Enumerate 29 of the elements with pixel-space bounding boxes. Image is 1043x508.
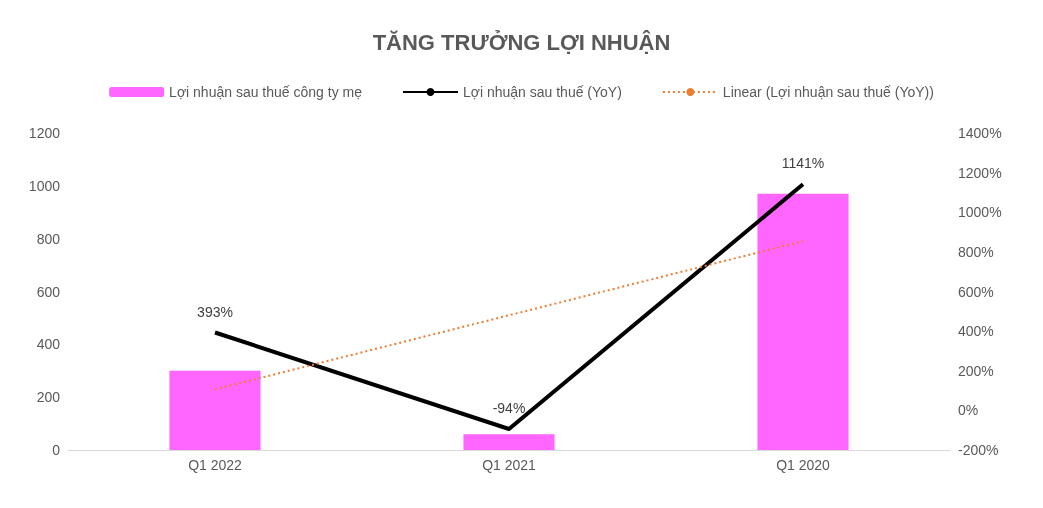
y2-tick-label: 200% [958, 362, 994, 379]
y2-tick-label: 800% [958, 243, 994, 260]
x-tick-label: Q1 2020 [776, 457, 831, 473]
legend-label: Lợi nhuận sau thuế (YoY) [462, 84, 622, 100]
x-tick-label: Q1 2021 [482, 457, 537, 473]
y-tick-label: 800 [36, 230, 61, 247]
bar [757, 193, 849, 450]
y-tick-label: 600 [36, 283, 61, 300]
y-tick-label: 0 [52, 442, 61, 458]
y-tick-label: 400 [36, 336, 61, 353]
y2-tick-label: 600% [958, 283, 994, 300]
bar [463, 434, 555, 450]
y2-tick-label: 1400% [958, 125, 1002, 141]
y-tick-label: 200 [36, 389, 61, 406]
x-tick-label: Q1 2022 [188, 457, 243, 473]
bar [169, 370, 261, 450]
y2-tick-label: 400% [958, 323, 994, 340]
y2-tick-label: -200% [958, 442, 999, 458]
chart-title: TĂNG TRƯỞNG LỢI NHUẬN [372, 29, 671, 55]
data-label: 1141% [781, 155, 825, 172]
legend-label: Linear (Lợi nhuận sau thuế (YoY)) [722, 84, 934, 100]
y-tick-label: 1200 [28, 125, 61, 141]
y2-tick-label: 0% [958, 402, 979, 419]
data-label: 393% [197, 303, 233, 320]
legend-label: Lợi nhuận sau thuế công ty mẹ [169, 84, 363, 100]
y2-tick-label: 1000% [958, 204, 1002, 221]
y-tick-label: 1000 [28, 177, 61, 194]
y2-tick-label: 1200% [958, 164, 1002, 181]
data-label: -94% [492, 400, 526, 416]
